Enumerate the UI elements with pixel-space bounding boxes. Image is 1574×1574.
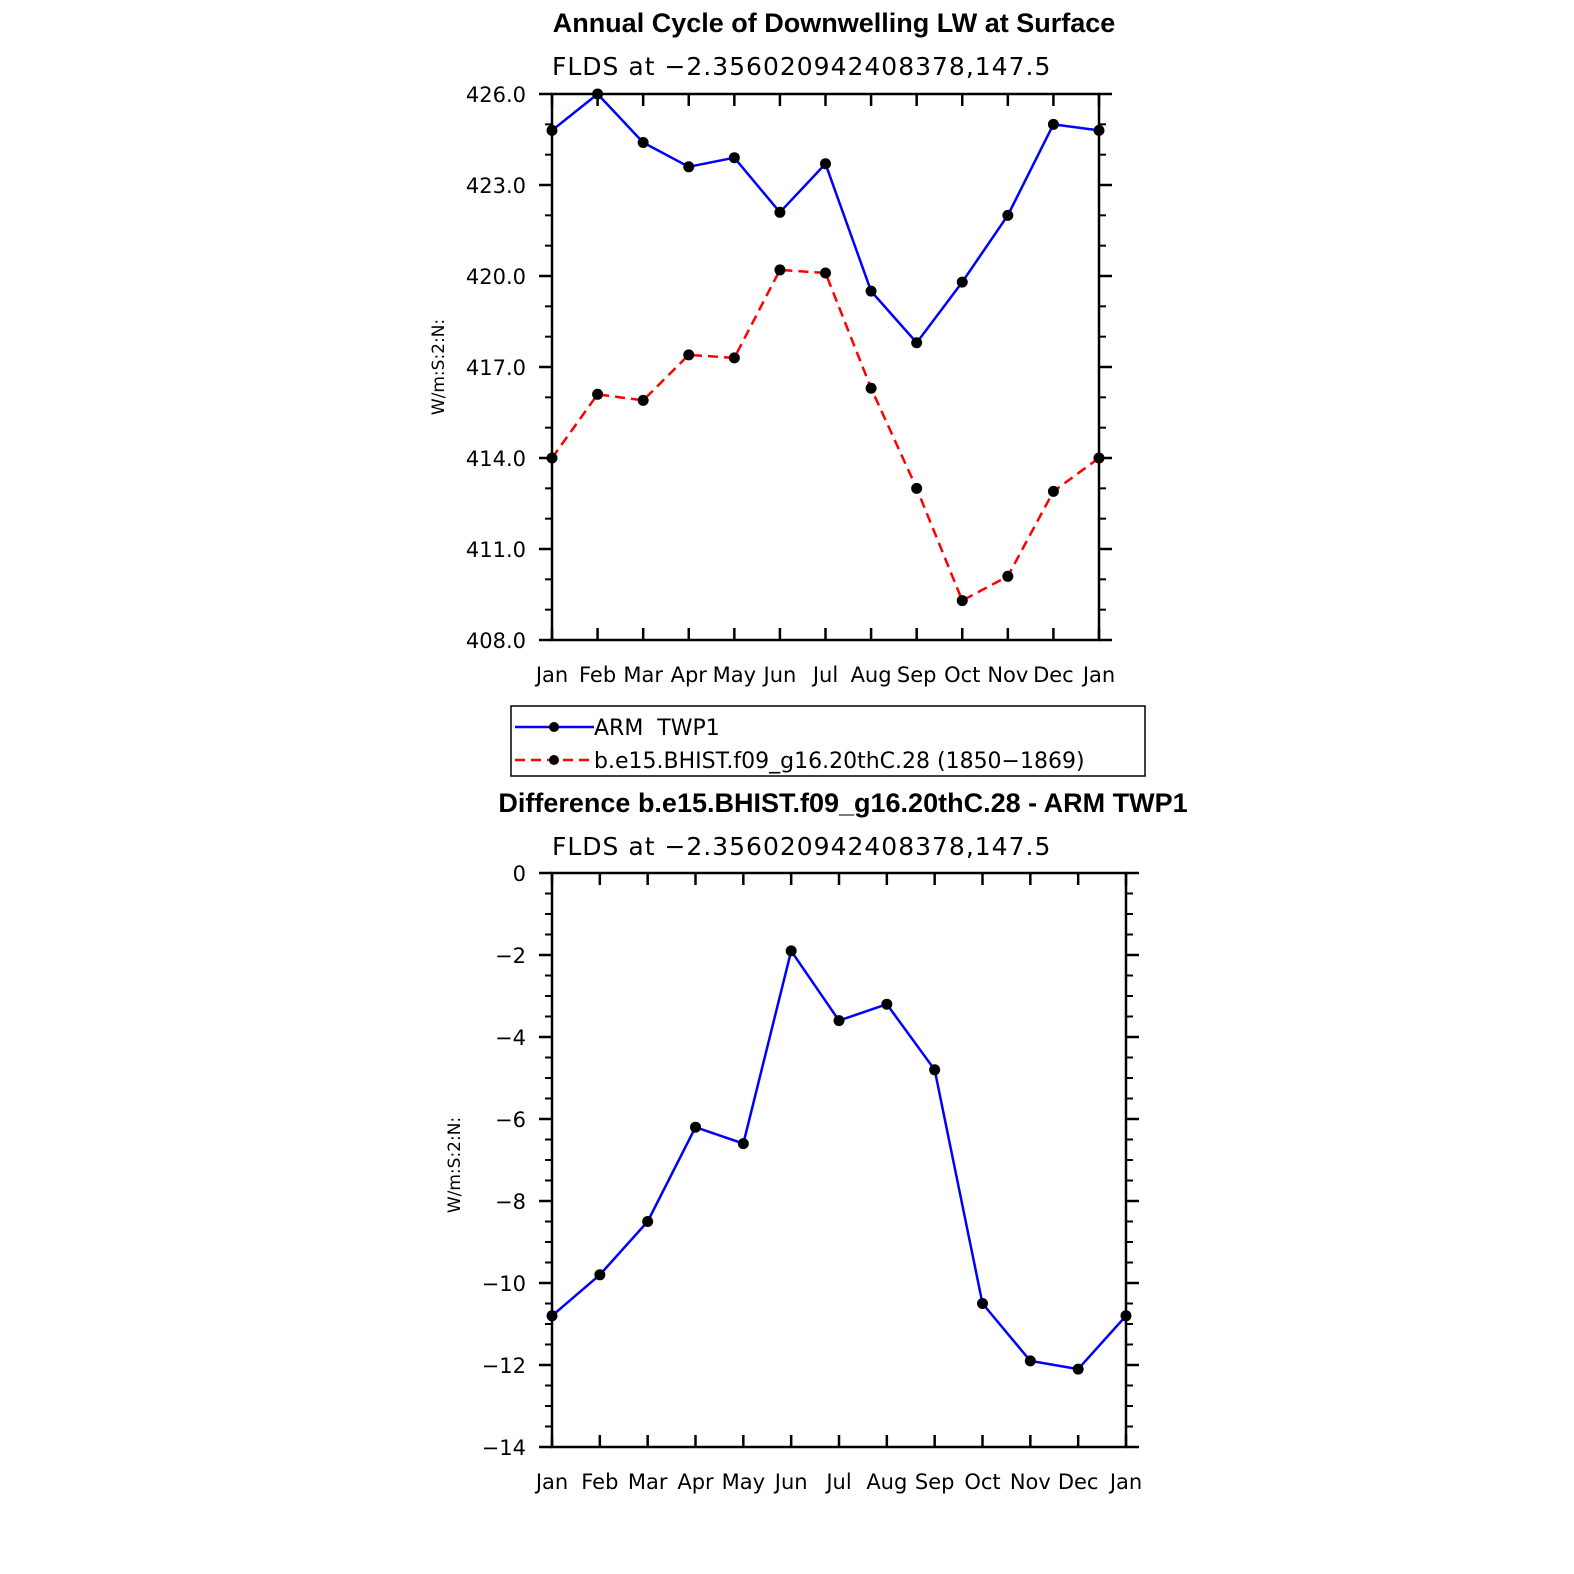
top-xtick-label: Jan [534, 663, 568, 687]
top-series-0-point [546, 124, 558, 136]
bottom-series-0-point [737, 1138, 749, 1150]
legend-marker-arm [549, 722, 559, 732]
bottom-ytick-label: −6 [495, 1108, 526, 1132]
bottom-xtick-label: Apr [677, 1470, 714, 1494]
top-xtick-label: Jun [762, 663, 797, 687]
top-ytick-label: 420.0 [466, 265, 526, 289]
bottom-series-0-point [642, 1216, 654, 1227]
top-series-0-point [911, 337, 923, 349]
top-xtick-label: Oct [944, 663, 980, 687]
bottom-xtick-label: Feb [581, 1470, 618, 1494]
top-series-0-point [637, 137, 649, 149]
top-series-1-point [820, 267, 831, 279]
top-chart-ylabel: W/m:S:2:N: [429, 319, 449, 415]
bottom-xtick-label: Sep [915, 1470, 955, 1494]
bottom-ytick-label: −14 [482, 1436, 526, 1460]
legend-label-arm: ARM TWP1 [594, 716, 720, 741]
bottom-series-0-point [1072, 1363, 1084, 1375]
top-xtick-label: Dec [1033, 663, 1074, 687]
top-xtick-label: Sep [897, 663, 937, 687]
top-chart-title: Annual Cycle of Downwelling LW at Surfac… [553, 8, 1116, 38]
top-xtick-label: Mar [623, 663, 663, 687]
top-xtick-label: Apr [671, 663, 708, 687]
top-series-0-point [728, 152, 740, 164]
top-xtick-label: Aug [851, 663, 892, 687]
top-series-1-point [637, 394, 649, 406]
bottom-ytick-label: 0 [513, 862, 526, 886]
bottom-series-0-line [551, 949, 1127, 1371]
top-series-1-point [683, 349, 695, 361]
top-xtick-label: Feb [579, 663, 616, 687]
top-series-1-point [1093, 452, 1105, 464]
legend-marker-model [549, 755, 559, 765]
top-xtick-label: Jul [811, 663, 838, 687]
top-series-0-point [1002, 209, 1014, 221]
bottom-plot-frame [550, 871, 1128, 1449]
bottom-series-0-point [1120, 1310, 1132, 1322]
top-series-0-point [774, 206, 786, 218]
bottom-xtick-label: Oct [964, 1470, 1000, 1494]
top-series-0-point [865, 285, 877, 297]
top-series-0-point [592, 88, 604, 100]
top-series-0-point [820, 158, 831, 170]
top-ytick-label: 411.0 [466, 538, 526, 562]
top-series-1-point [592, 388, 604, 400]
top-ytick-label: 417.0 [466, 356, 526, 380]
bottom-series-0-point [833, 1015, 845, 1027]
bottom-xtick-label: Jul [824, 1470, 851, 1494]
top-series-1-line [550, 268, 1100, 602]
top-series-1-point [1047, 485, 1059, 497]
bottom-xtick-label: Jan [1108, 1470, 1142, 1494]
top-series-1-point [865, 382, 877, 394]
bottom-ytick-label: −4 [495, 1026, 526, 1050]
top-series-0-point [683, 161, 695, 173]
top-ytick-label: 423.0 [466, 174, 526, 198]
bottom-series-0-point [977, 1298, 988, 1309]
top-series-1-point [728, 352, 740, 364]
top-series-0-point [1047, 118, 1059, 130]
bottom-series-0-point [929, 1064, 941, 1076]
bottom-ytick-label: −8 [495, 1190, 526, 1214]
bottom-series-0-point [1024, 1355, 1036, 1367]
bottom-xtick-label: Nov [1010, 1470, 1051, 1494]
bottom-ytick-label: −2 [495, 944, 526, 968]
top-ytick-label: 426.0 [466, 83, 526, 107]
legend-box [510, 705, 1146, 777]
top-series-1-point [911, 482, 923, 494]
top-series-0-line [551, 92, 1100, 344]
top-xtick-label: May [713, 663, 756, 687]
top-chart-subtitle: FLDS at −2.356020942408378,147.5 [552, 52, 1051, 81]
bottom-plot: Jan Feb Mar Apr May Jun Jul Aug Sep Oct Nov Dec Jan−… [482, 862, 1143, 1494]
bottom-xtick-label: Dec [1058, 1470, 1099, 1494]
top-series-1-point [1002, 570, 1014, 582]
bottom-xtick-label: Jan [534, 1470, 568, 1494]
top-plot: Jan Feb Mar Apr May Jun Jul Aug Sep Oct Nov Dec Jan 4… [466, 83, 1115, 687]
bottom-xtick-label: Jun [773, 1470, 808, 1494]
top-series-0-point [1093, 124, 1105, 136]
legend-label-model: b.e15.BHIST.f09_g16.20thC.28 (1850−1869) [594, 749, 1085, 774]
top-xtick-label: Nov [987, 663, 1028, 687]
bottom-series-0-point [785, 945, 797, 957]
bottom-chart-ylabel: W/m:S:2:N: [445, 1117, 465, 1213]
top-series-0-point [956, 276, 968, 288]
bottom-chart-subtitle: FLDS at −2.356020942408378,147.5 [552, 832, 1051, 861]
bottom-chart-title: Difference b.e15.BHIST.f09_g16.20thC.28 … [498, 788, 1187, 818]
bottom-series-0-point [594, 1269, 606, 1281]
top-series-1-point [546, 452, 558, 464]
top-xtick-label: Jan [1081, 663, 1115, 687]
bottom-series-0-point [690, 1121, 701, 1133]
bottom-ytick-label: −10 [482, 1272, 526, 1296]
bottom-series-0-point [881, 998, 893, 1010]
bottom-ytick-label: −12 [482, 1354, 526, 1378]
legend: ARM TWP1 b.e15.BHIST.f09_g16.20thC.28 (1… [510, 705, 1146, 777]
bottom-xtick-label: Mar [628, 1470, 668, 1494]
top-series-1-point [774, 264, 786, 276]
bottom-xtick-label: May [722, 1470, 765, 1494]
bottom-series-0-point [546, 1310, 558, 1322]
top-ytick-label: 414.0 [466, 447, 526, 471]
top-series-1-point [956, 595, 968, 607]
top-ytick-label: 408.0 [466, 629, 526, 653]
bottom-xtick-label: Aug [866, 1470, 907, 1494]
